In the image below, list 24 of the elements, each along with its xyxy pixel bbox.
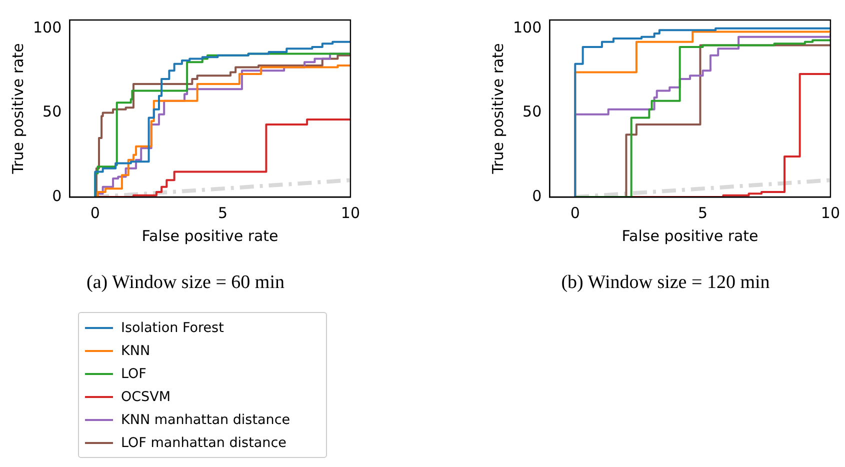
y-tick-label: 0 <box>532 186 542 205</box>
legend-label: KNN manhattan distance <box>121 412 290 428</box>
y-axis-title: True positive rate <box>8 43 27 175</box>
x-axis-title: False positive rate <box>622 226 758 245</box>
legend-label: LOF <box>121 366 146 382</box>
y-tick-label: 0 <box>52 186 62 205</box>
y-axis-title: True positive rate <box>488 43 507 175</box>
y-tick-label: 100 <box>512 18 542 36</box>
legend-label: Isolation Forest <box>121 320 224 336</box>
x-tick-label: 5 <box>218 204 228 222</box>
legend-label: LOF manhattan distance <box>121 434 286 450</box>
x-axis-title: False positive rate <box>142 226 278 245</box>
y-tick-label: 50 <box>522 102 542 121</box>
legend-label: OCSVM <box>121 388 171 404</box>
x-tick-label: 0 <box>90 204 100 222</box>
legend-label: KNN <box>121 342 150 358</box>
text: (a) Window size = 60 min <box>86 272 286 294</box>
x-tick-label: 0 <box>570 204 580 222</box>
x-tick-label: 10 <box>820 204 840 222</box>
x-tick-label: 5 <box>698 204 708 222</box>
text: (b) Window size = 120 min <box>560 272 771 294</box>
y-tick-label: 100 <box>32 18 62 36</box>
y-tick-label: 50 <box>42 102 62 121</box>
x-tick-label: 10 <box>340 204 360 222</box>
